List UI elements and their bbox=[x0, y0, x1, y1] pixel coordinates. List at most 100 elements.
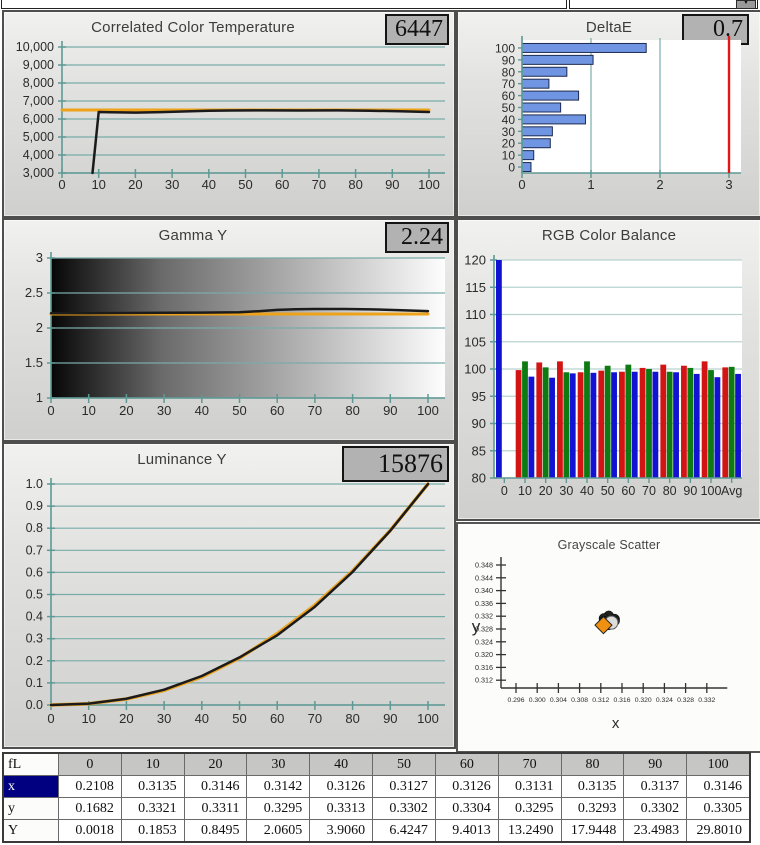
table-cell-y-80[interactable]: 0.3293 bbox=[561, 798, 624, 819]
table-cell-y-20[interactable]: 0.3311 bbox=[184, 798, 247, 819]
row-label-y[interactable]: y bbox=[4, 798, 58, 819]
x-tick-label: 40 bbox=[195, 711, 209, 726]
column-header-0: 0 bbox=[59, 754, 121, 775]
panel-luminance: Luminance Y 15876 1.0 0.9 0.8 0.7 0.6 0.5 0.4 0… bbox=[2, 442, 456, 749]
table-cell-y-90[interactable]: 0.3302 bbox=[624, 798, 687, 819]
category-label: 30 bbox=[502, 125, 516, 139]
table-cell-Y-90[interactable]: 23.4983 bbox=[624, 820, 687, 841]
y-tick-label: 105 bbox=[464, 334, 486, 349]
panel-scatter: Grayscale Scatter 0.348 0.344 0.340 0.336 0.… bbox=[456, 522, 760, 753]
table-cell-x-30[interactable]: 0.3142 bbox=[247, 776, 310, 797]
deltae-bar bbox=[521, 102, 562, 113]
deltae-bar bbox=[521, 54, 594, 65]
x-tick-label: 10 bbox=[91, 177, 105, 192]
x-category-label: 40 bbox=[580, 484, 594, 498]
x-tick-label: 80 bbox=[345, 711, 359, 726]
deltae-title: DeltaE bbox=[585, 19, 633, 36]
y-tick-label: 3,000 bbox=[23, 166, 54, 180]
panel-gamma: Gamma Y 2.24 3 2.5 2 1.5 1 0 10 20 30 40 50 60 70 80 9… bbox=[2, 218, 456, 442]
table-cell-x-40[interactable]: 0.3126 bbox=[310, 776, 373, 797]
row-label-Y[interactable]: Y bbox=[4, 820, 58, 841]
table-cell-Y-0[interactable]: 0.0018 bbox=[59, 820, 121, 841]
green-bar bbox=[646, 369, 652, 478]
cct-title: Correlated Color Temperature bbox=[91, 19, 295, 36]
red-bar bbox=[577, 372, 584, 478]
y-tick-label: 0.348 bbox=[475, 561, 493, 570]
y-tick-label: 0.336 bbox=[475, 599, 493, 608]
row-label-x[interactable]: x bbox=[4, 776, 58, 797]
x-tick-label: 0.308 bbox=[571, 697, 588, 704]
table-cell-y-70[interactable]: 0.3295 bbox=[498, 798, 561, 819]
y-tick-label: 95 bbox=[472, 389, 486, 404]
table-cell-x-0[interactable]: 0.2108 bbox=[59, 776, 121, 797]
green-bar bbox=[522, 361, 528, 478]
x-tick-label: 10 bbox=[81, 711, 95, 726]
table-cell-Y-80[interactable]: 17.9448 bbox=[561, 820, 624, 841]
table-cell-y-50[interactable]: 0.3302 bbox=[373, 798, 435, 819]
table-cell-y-0[interactable]: 0.1682 bbox=[59, 798, 121, 819]
table-cell-x-100[interactable]: 0.3146 bbox=[687, 776, 749, 797]
table-cell-Y-50[interactable]: 6.4247 bbox=[373, 820, 435, 841]
category-label: 60 bbox=[502, 89, 516, 103]
x-tick-label: 0 bbox=[47, 711, 54, 726]
y-tick-label: 5,000 bbox=[23, 130, 54, 144]
y-tick-label: 0.9 bbox=[26, 499, 43, 513]
toolbar-combobox[interactable] bbox=[569, 0, 758, 9]
blue-bar bbox=[528, 376, 535, 478]
category-label: 40 bbox=[502, 113, 516, 127]
y-tick-label: 100 bbox=[464, 362, 486, 377]
x-category-label: 0 bbox=[501, 484, 508, 498]
x-tick-label: 20 bbox=[128, 177, 142, 192]
green-bar bbox=[584, 361, 590, 478]
table-cell-Y-40[interactable]: 3.9060 bbox=[310, 820, 373, 841]
blue-bar bbox=[652, 371, 659, 478]
x-category-label: 50 bbox=[601, 484, 615, 498]
x-category-label: 80 bbox=[663, 484, 677, 498]
table-cell-x-10[interactable]: 0.3135 bbox=[121, 776, 184, 797]
table-cell-y-40[interactable]: 0.3313 bbox=[310, 798, 373, 819]
red-bar bbox=[557, 361, 563, 478]
red-bar bbox=[619, 371, 625, 478]
x-tick-label: 60 bbox=[270, 711, 284, 726]
x-category-label: 90 bbox=[683, 484, 697, 498]
table-cell-Y-20[interactable]: 0.8495 bbox=[184, 820, 247, 841]
table-cell-y-30[interactable]: 0.3295 bbox=[247, 798, 310, 819]
y-tick-label: 0.312 bbox=[475, 676, 493, 685]
y-tick-label: 1.0 bbox=[26, 477, 43, 491]
table-cell-x-90[interactable]: 0.3137 bbox=[624, 776, 687, 797]
red-bar bbox=[515, 370, 522, 478]
table-cell-y-100[interactable]: 0.3305 bbox=[687, 798, 749, 819]
toolbar-field-left[interactable] bbox=[1, 0, 567, 9]
y-tick-label: 120 bbox=[464, 253, 486, 268]
category-label: 90 bbox=[502, 53, 516, 67]
x-tick-label: 50 bbox=[232, 403, 246, 418]
column-header-30: 30 bbox=[247, 754, 310, 775]
table-cell-Y-60[interactable]: 9.4013 bbox=[435, 820, 498, 841]
x-tick-label: 40 bbox=[195, 403, 209, 418]
measured-line bbox=[49, 307, 430, 315]
table-cell-y-10[interactable]: 0.3321 bbox=[121, 798, 184, 819]
table-cell-Y-10[interactable]: 0.1853 bbox=[121, 820, 184, 841]
table-cell-x-20[interactable]: 0.3146 bbox=[184, 776, 247, 797]
green-bar bbox=[604, 365, 611, 478]
table-cell-x-80[interactable]: 0.3135 bbox=[561, 776, 624, 797]
red-bar bbox=[536, 362, 543, 478]
table-cell-y-60[interactable]: 0.3304 bbox=[435, 798, 498, 819]
y-tick-label: 2.5 bbox=[25, 285, 43, 300]
category-label: 10 bbox=[502, 149, 516, 163]
blue-bar bbox=[735, 373, 741, 478]
combobox-dropdown-button[interactable]: ▼ bbox=[736, 0, 756, 9]
y-tick-label: 0.3 bbox=[26, 632, 43, 646]
x-tick-label: 80 bbox=[348, 177, 362, 192]
deltae-bar bbox=[521, 42, 647, 53]
table-cell-Y-70[interactable]: 13.2490 bbox=[498, 820, 561, 841]
table-cell-Y-100[interactable]: 29.8010 bbox=[687, 820, 749, 841]
category-label: 70 bbox=[502, 77, 516, 91]
table-cell-x-70[interactable]: 0.3131 bbox=[498, 776, 561, 797]
y-tick-label: 90 bbox=[472, 416, 486, 431]
y-tick-label: 85 bbox=[472, 443, 486, 458]
table-cell-x-50[interactable]: 0.3127 bbox=[373, 776, 435, 797]
y-tick-label: 0.332 bbox=[475, 612, 493, 621]
table-cell-Y-30[interactable]: 2.0605 bbox=[247, 820, 310, 841]
table-cell-x-60[interactable]: 0.3126 bbox=[435, 776, 498, 797]
